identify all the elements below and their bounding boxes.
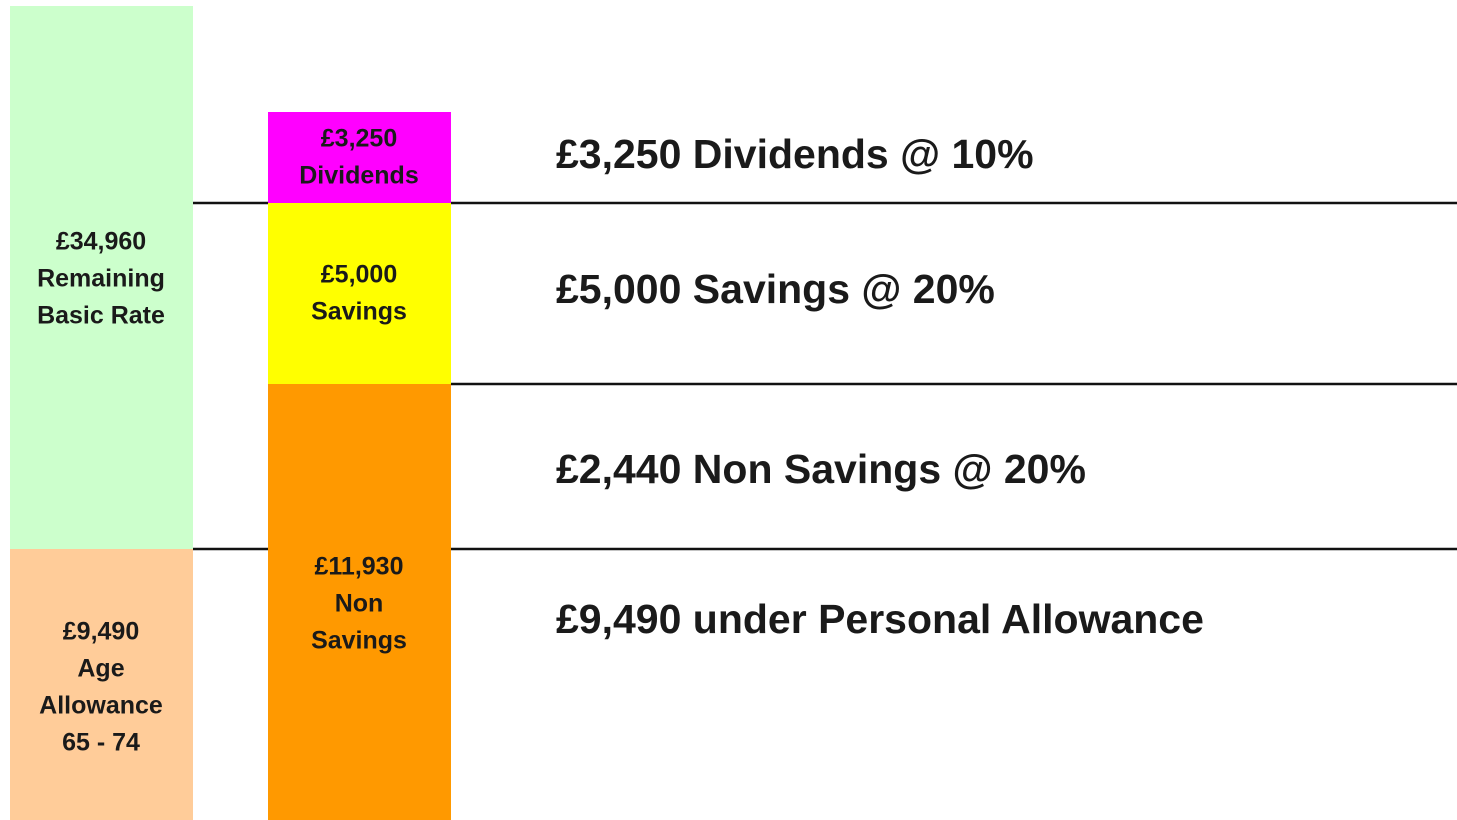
block-label: £3,250 <box>321 125 397 153</box>
allowance-block <box>10 549 193 820</box>
band-label: £2,440 Non Savings @ 20% <box>556 446 1086 492</box>
block-label: Savings <box>311 627 407 655</box>
block-label: Remaining <box>37 265 165 293</box>
block-label: Dividends <box>299 162 418 190</box>
block-label: £11,930 <box>315 553 404 581</box>
savings-block <box>268 203 451 384</box>
block-label: Non <box>335 590 384 618</box>
non-savings-block <box>268 384 451 820</box>
band-label: £3,250 Dividends @ 10% <box>556 131 1034 177</box>
basic-rate-block <box>10 6 193 549</box>
block-label: 65 - 74 <box>62 729 140 757</box>
band-label: £5,000 Savings @ 20% <box>556 266 995 312</box>
block-label: Age <box>77 655 124 683</box>
block-label: £34,960 <box>56 228 146 256</box>
band-label: £9,490 under Personal Allowance <box>556 596 1204 642</box>
block-label: Allowance <box>39 692 163 720</box>
block-label: £5,000 <box>321 261 397 289</box>
block-label: Basic Rate <box>37 302 165 330</box>
dividends-block <box>268 112 451 203</box>
block-label: Savings <box>311 298 407 326</box>
block-label: £9,490 <box>63 618 139 646</box>
